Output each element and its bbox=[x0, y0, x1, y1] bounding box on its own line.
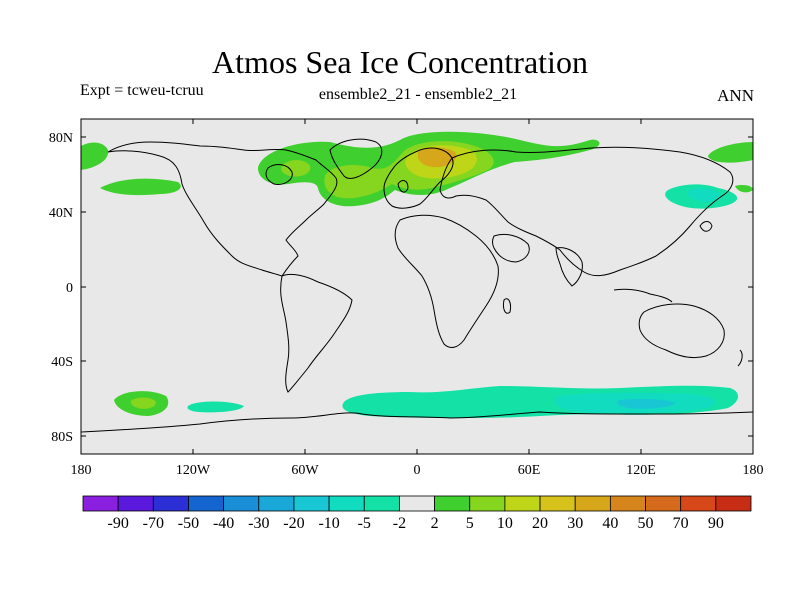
field-pacific-north-green bbox=[100, 178, 181, 196]
colorbar-swatch bbox=[715, 495, 752, 512]
lon-tick-label: 180 bbox=[743, 463, 764, 478]
coast-new-zealand bbox=[737, 349, 743, 367]
coast-greenland bbox=[329, 138, 383, 179]
colorbar-swatch bbox=[152, 495, 189, 512]
coast-australia bbox=[638, 303, 725, 359]
field-amundsen-lime bbox=[130, 397, 156, 409]
colorbar-label: 90 bbox=[708, 515, 724, 532]
colorbar-swatch bbox=[82, 495, 119, 512]
coast-antarctica bbox=[81, 411, 753, 433]
contour-fields bbox=[81, 131, 753, 418]
experiment-label: Expt = tcweu-tcruu bbox=[80, 82, 204, 99]
colorbar-swatch bbox=[328, 495, 365, 512]
coast-europe bbox=[383, 147, 454, 209]
colorbar-label: 10 bbox=[497, 515, 513, 532]
colorbar-label: -70 bbox=[143, 515, 164, 532]
field-southern-ocean-blue bbox=[617, 399, 676, 409]
coastlines bbox=[81, 138, 753, 433]
colorbar-label: 50 bbox=[638, 515, 654, 532]
field-ross-teal bbox=[187, 401, 244, 413]
coast-hudson-bay bbox=[265, 164, 293, 185]
field-okhotsk-cyan bbox=[688, 187, 720, 203]
chart-title: Atmos Sea Ice Concentration bbox=[212, 44, 588, 80]
lon-tick-label: 0 bbox=[414, 463, 421, 478]
lon-tick-label: 120W bbox=[176, 463, 211, 478]
colorbar-swatch bbox=[223, 495, 260, 512]
colorbar-label: -30 bbox=[248, 515, 269, 532]
coast-south-america bbox=[280, 273, 353, 393]
lat-tick-label: 40S bbox=[51, 355, 73, 370]
coast-africa bbox=[394, 214, 499, 348]
colorbar-label: 2 bbox=[431, 515, 439, 532]
comparison-label: ensemble2_21 - ensemble2_21 bbox=[318, 86, 518, 103]
field-alaska-green bbox=[81, 142, 109, 170]
field-labrador-lime bbox=[343, 173, 373, 191]
colorbar-swatch bbox=[188, 495, 225, 512]
longitude-axis: 180 120W 60W 0 60E 120E 180 bbox=[71, 119, 764, 478]
field-bering-green bbox=[708, 142, 753, 163]
colorbar-swatch bbox=[117, 495, 154, 512]
colorbar-label: 5 bbox=[466, 515, 474, 532]
colorbar-swatch bbox=[434, 495, 471, 512]
colorbar-swatch bbox=[399, 495, 435, 512]
colorbar-label: -90 bbox=[107, 515, 128, 532]
colorbar-label: -10 bbox=[318, 515, 339, 532]
colorbar-swatch bbox=[645, 495, 682, 512]
colorbar-label: 20 bbox=[532, 515, 548, 532]
coast-arabia bbox=[492, 233, 530, 263]
lat-tick-label: 40N bbox=[49, 206, 73, 221]
colorbar-swatch bbox=[363, 495, 400, 512]
coast-madagascar bbox=[503, 298, 511, 314]
period-label: ANN bbox=[717, 86, 754, 105]
colorbar-swatch bbox=[258, 495, 295, 512]
colorbar-label: -20 bbox=[283, 515, 304, 532]
colorbar: -90 -70 -50 -40 -30 -20 -10 -5 -2 2 5 10 20 30 40 50 70 9… bbox=[82, 495, 752, 532]
field-hudson-lime bbox=[281, 160, 311, 177]
lon-tick-label: 60W bbox=[291, 463, 319, 478]
coast-uk bbox=[397, 180, 409, 193]
colorbar-label: -40 bbox=[213, 515, 234, 532]
colorbar-label: 40 bbox=[602, 515, 618, 532]
colorbar-swatch bbox=[504, 495, 541, 512]
colorbar-swatch bbox=[574, 495, 611, 512]
colorbar-label: -50 bbox=[178, 515, 199, 532]
lat-tick-label: 80N bbox=[49, 131, 73, 146]
latitude-axis: 80N 40N 0 40S 80S bbox=[49, 131, 753, 445]
coast-indonesia bbox=[613, 288, 673, 303]
colorbar-swatch bbox=[539, 495, 576, 512]
colorbar-swatch bbox=[680, 495, 717, 512]
field-far-east-green bbox=[735, 185, 753, 193]
colorbar-swatch bbox=[609, 495, 646, 512]
colorbar-swatch bbox=[469, 495, 506, 512]
lon-tick-label: 60E bbox=[518, 463, 541, 478]
coast-japan bbox=[699, 221, 713, 232]
lon-tick-label: 180 bbox=[71, 463, 92, 478]
coast-india bbox=[555, 247, 583, 287]
coast-north-america bbox=[107, 141, 338, 277]
coast-eurasia bbox=[439, 146, 734, 277]
colorbar-label: -5 bbox=[358, 515, 371, 532]
colorbar-swatch bbox=[293, 495, 330, 512]
lat-tick-label: 0 bbox=[66, 281, 73, 296]
lat-tick-label: 80S bbox=[51, 430, 73, 445]
colorbar-label: -2 bbox=[393, 515, 406, 532]
colorbar-label: 70 bbox=[673, 515, 689, 532]
lon-tick-label: 120E bbox=[626, 463, 656, 478]
colorbar-label: 30 bbox=[567, 515, 583, 532]
